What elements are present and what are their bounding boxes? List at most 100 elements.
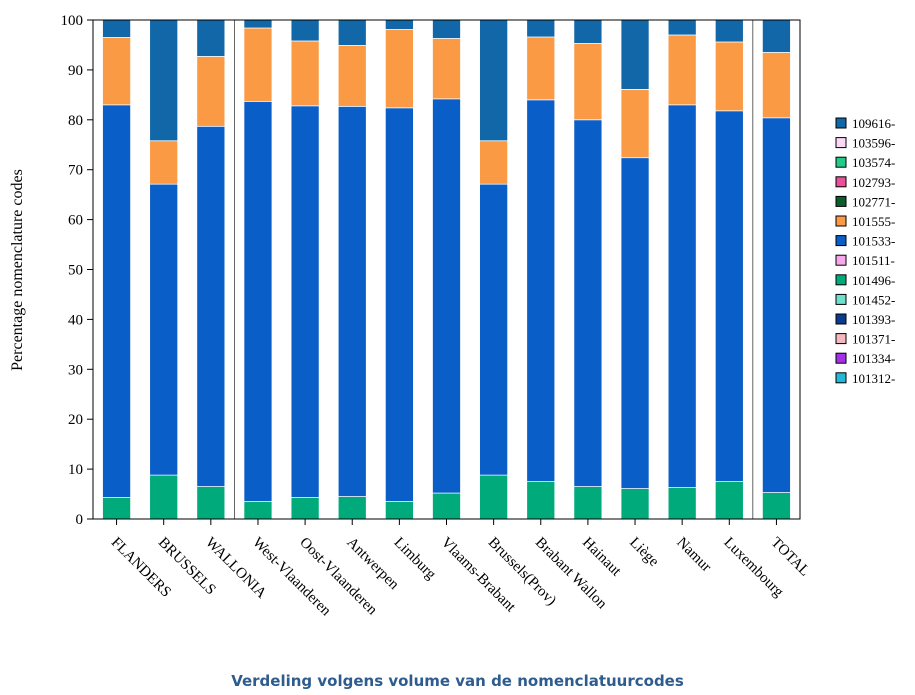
bar-segment: [526, 99, 556, 482]
legend-label: 103596-: [852, 136, 895, 151]
bar-segment: [432, 38, 461, 100]
y-axis-label: Percentage nomenclature codes: [9, 169, 26, 371]
bar-segment: [714, 110, 744, 482]
bar-segment: [196, 56, 226, 127]
legend-swatch: [835, 352, 847, 364]
plot-area: [102, 19, 791, 520]
legend-label: 101393-: [852, 312, 895, 327]
legend-label: 109616-: [852, 116, 895, 131]
legend-label: 101371-: [852, 332, 895, 347]
y-tick-label: 20: [68, 412, 83, 428]
bar-segment: [573, 19, 603, 44]
bar-segment: [149, 19, 179, 142]
legend-label: 101533-: [852, 234, 895, 249]
x-tick-label: Limburg: [391, 535, 440, 584]
bar-segment: [667, 19, 697, 36]
bar-segment: [432, 19, 461, 39]
y-tick-label: 40: [68, 312, 83, 328]
legend-label: 102771-: [852, 194, 895, 209]
bar-segment: [243, 100, 273, 502]
bar-segment: [290, 40, 320, 107]
legend-swatch: [835, 333, 847, 345]
bar-segment: [102, 37, 131, 106]
y-tick-label: 50: [68, 263, 83, 279]
bar-segment: [102, 104, 131, 498]
legend-swatch: [835, 293, 847, 305]
bar-segment: [479, 183, 508, 476]
legend-swatch: [835, 254, 847, 266]
bar-segment: [290, 105, 320, 498]
bar-segment: [667, 487, 697, 520]
y-tick-label: 30: [68, 362, 83, 378]
bar-segment: [762, 19, 791, 53]
bar-segment: [102, 497, 131, 520]
legend-swatch: [835, 195, 847, 207]
bar-segment: [243, 19, 273, 29]
x-tick-label: Namur: [673, 535, 714, 576]
bar-segment: [620, 89, 650, 159]
bar-segment: [620, 157, 650, 489]
legend-swatch: [835, 156, 847, 168]
bar-segment: [620, 488, 650, 520]
y-tick-label: 100: [61, 13, 84, 29]
bar-segment: [667, 104, 697, 488]
bar-segment: [243, 27, 273, 102]
y-tick-label: 0: [76, 512, 84, 528]
bar-segment: [526, 481, 556, 520]
legend-label: 101334-: [852, 351, 895, 366]
bar-segment: [573, 43, 603, 121]
legend-swatch: [835, 372, 847, 384]
bar-segment: [337, 19, 367, 46]
bar-segment: [102, 19, 131, 38]
bar-segment: [479, 19, 508, 142]
y-tick-label: 90: [68, 63, 83, 79]
bar-segment: [337, 45, 367, 107]
bar-segment: [526, 19, 556, 38]
y-tick-label: 60: [68, 213, 83, 229]
chart-caption: Verdeling volgens volume van de nomencla…: [231, 672, 684, 690]
legend-label: 101452-: [852, 292, 895, 307]
bar-segment: [762, 52, 791, 119]
x-tick-label: Liège: [626, 535, 662, 571]
bar-segment: [385, 19, 414, 30]
legend-swatch: [835, 313, 847, 325]
bar-segment: [337, 496, 367, 520]
legend-swatch: [835, 117, 847, 129]
legend-label: 101312-: [852, 371, 895, 386]
y-tick-label: 70: [68, 163, 83, 179]
legend-label: 101496-: [852, 273, 895, 288]
bar-segment: [762, 117, 791, 493]
legend-swatch: [835, 215, 847, 227]
bar-segment: [762, 492, 791, 520]
bar-segment: [149, 474, 179, 520]
bar-segment: [620, 19, 650, 90]
legend-swatch: [835, 176, 847, 188]
x-tick-label: Hainaut: [579, 535, 624, 580]
legend-label: 101555-: [852, 214, 895, 229]
bar-segment: [432, 98, 461, 494]
bar-segment: [714, 19, 744, 43]
legend-label: 102793-: [852, 175, 895, 190]
legend-swatch: [835, 235, 847, 247]
y-tick-label: 10: [68, 462, 83, 478]
legend-swatch: [835, 137, 847, 149]
bar-segment: [573, 486, 603, 520]
bar-segment: [196, 486, 226, 520]
bar-segment: [479, 474, 508, 520]
legend: 109616- 103596- 103574- 102793- 102771- 10155…: [835, 116, 895, 386]
bar-segment: [290, 19, 320, 42]
bar-segment: [573, 119, 603, 487]
y-tick-label: 80: [68, 113, 83, 129]
bar-segment: [714, 41, 744, 112]
bar-segment: [385, 107, 414, 502]
bar-segment: [337, 105, 367, 497]
bar-segment: [149, 183, 179, 476]
bar-segment: [385, 501, 414, 520]
bar-segment: [196, 125, 226, 487]
x-tick-label: TOTAL: [768, 535, 813, 580]
legend-label: 103574-: [852, 155, 895, 170]
bar-segment: [196, 19, 226, 57]
bar-segment: [385, 29, 414, 109]
bar-segment: [667, 34, 697, 106]
